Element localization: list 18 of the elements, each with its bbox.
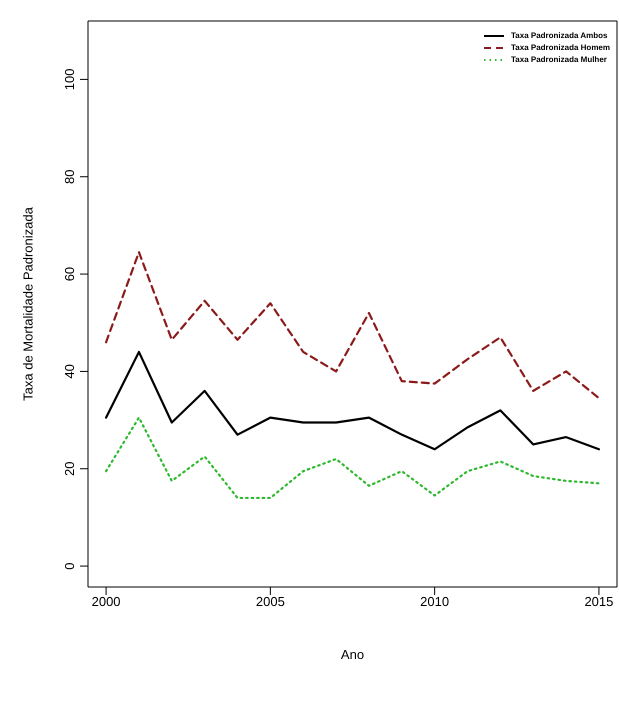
legend-label: Taxa Padronizada Mulher — [511, 54, 607, 66]
y-tick-label: 40 — [62, 364, 77, 379]
y-tick-label: 60 — [62, 266, 77, 282]
line-series — [104, 350, 600, 450]
x-tick-label: 2015 — [584, 594, 614, 610]
y-tick-label: 0 — [62, 562, 77, 570]
x-tick-label: 2005 — [256, 594, 285, 610]
y-tick-label: 80 — [62, 170, 77, 184]
x-tick-label: 2000 — [92, 594, 121, 610]
line-series — [104, 251, 600, 400]
legend-label: Taxa Padronizada Homem — [511, 42, 610, 54]
x-tick-label: 2010 — [420, 594, 450, 610]
x-axis-title: Ano — [340, 647, 364, 662]
y-axis-title: Taxa de Mortalidade Padronizada — [20, 206, 36, 401]
line-series — [104, 416, 600, 500]
legend-label: Taxa Padronizada Ambos — [511, 30, 608, 42]
y-tick-label: 20 — [62, 462, 77, 476]
y-tick-label: 100 — [62, 68, 77, 90]
